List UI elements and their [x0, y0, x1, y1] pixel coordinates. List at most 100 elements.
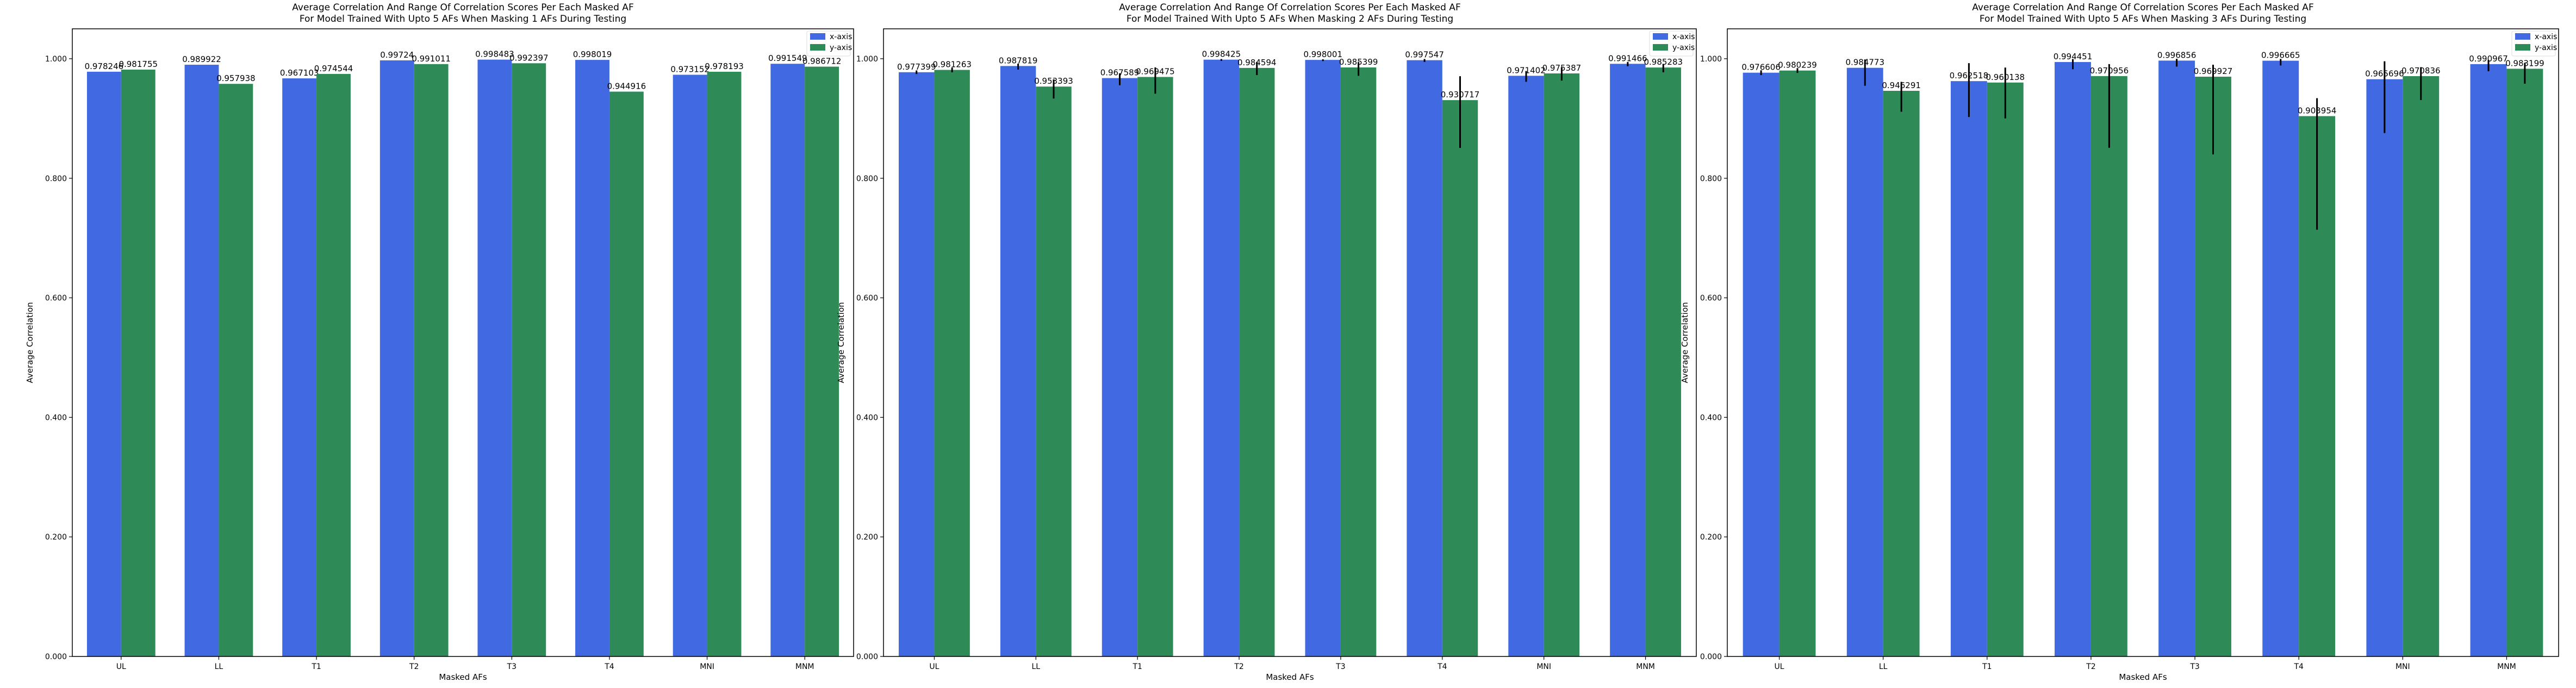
y-tick-label: 0.400 [856, 413, 878, 422]
y-tick-label: 0.400 [45, 413, 67, 422]
data-label-y-axis-MNI: 0.970836 [2401, 66, 2441, 76]
data-label-x-axis-MNI: 0.971402 [1507, 65, 1546, 75]
y-tick-label: 0.800 [1700, 175, 1722, 183]
data-label-y-axis-UL: 0.981263 [932, 60, 972, 70]
series-y-axis: 0.980239 0.946291 0.960138 0.970956 0.969927… [1778, 58, 2544, 657]
legend-label-y-axis: y-axis [1672, 44, 1695, 52]
legend-swatch-x-axis [2515, 33, 2530, 40]
bar-x-axis-T4 [2262, 60, 2299, 657]
chart-title-line1: Average Correlation And Range Of Correla… [1972, 2, 2313, 13]
data-label-y-axis-UL: 0.980239 [1778, 60, 1817, 70]
data-label-x-axis-UL: 0.976606 [1741, 63, 1781, 72]
x-axis-label: Masked AFs [1266, 672, 1314, 682]
y-tick-label: 0.000 [45, 653, 67, 661]
bar-y-axis-T1 [316, 73, 351, 657]
x-tick-label: T3 [507, 662, 517, 671]
legend-label-x-axis: x-axis [830, 33, 852, 41]
legend: x-axis y-axis [1649, 30, 1695, 57]
bar-y-axis-LL [1883, 90, 1920, 657]
data-label-y-axis-T2: 0.970956 [2090, 66, 2129, 76]
data-label-x-axis-T2: 0.998425 [1202, 49, 1241, 59]
y-tick-label: 0.000 [1700, 653, 1722, 661]
bar-y-axis-MNM [1645, 67, 1681, 656]
legend-swatch-x-axis [810, 33, 825, 40]
series-x-axis: 0.976606 0.984773 0.962518 0.994451 0.996856… [1741, 50, 2508, 657]
data-label-y-axis-T4: 0.930717 [1441, 90, 1480, 100]
data-label-x-axis-T2: 0.994451 [2054, 52, 2093, 61]
chart-panel-1: Average Correlation And Range Of Correla… [25, 2, 854, 682]
data-label-y-axis-T2: 0.991011 [412, 54, 451, 64]
x-tick-label: LL [215, 662, 223, 671]
bar-y-axis-T2 [1239, 67, 1275, 657]
x-tick-label: LL [1032, 662, 1041, 671]
bar-y-axis-MNM [2506, 69, 2543, 656]
legend-label-x-axis: x-axis [1672, 33, 1695, 41]
data-label-y-axis-T3: 0.969927 [2194, 66, 2233, 76]
y-tick-label: 1.000 [1700, 55, 1722, 64]
bar-x-axis-MNI [2366, 79, 2403, 657]
bar-x-axis-T1 [1102, 78, 1138, 656]
y-axis-label: Average Correlation [1680, 302, 1690, 383]
data-label-x-axis-T3: 0.998483 [475, 49, 514, 59]
bar-x-axis-UL [899, 72, 935, 656]
legend-swatch-y-axis [2515, 44, 2530, 51]
bar-x-axis-MNM [2470, 64, 2507, 656]
data-label-x-axis-LL: 0.989922 [182, 54, 221, 64]
bar-x-axis-T3 [2158, 60, 2195, 656]
data-label-y-axis-UL: 0.981755 [119, 59, 158, 69]
legend: x-axis y-axis [806, 30, 852, 57]
bar-x-axis-UL [86, 71, 121, 656]
data-label-x-axis-T1: 0.967103 [280, 68, 319, 78]
axes-frame [72, 28, 854, 657]
legend-label-y-axis: y-axis [2535, 44, 2557, 52]
bar-y-axis-T1 [1987, 82, 2024, 657]
data-label-x-axis-LL: 0.984773 [1845, 58, 1884, 67]
data-label-x-axis-T4: 0.998019 [573, 49, 612, 59]
y-tick-label: 0.000 [856, 653, 878, 661]
bar-y-axis-T3 [1340, 67, 1377, 657]
y-tick-label: 0.400 [1700, 413, 1722, 422]
data-label-x-axis-LL: 0.987819 [999, 55, 1038, 65]
x-tick-label: T2 [2086, 662, 2095, 671]
bar-y-axis-T3 [512, 63, 546, 656]
bar-x-axis-T4 [1407, 60, 1442, 657]
y-tick-label: 0.600 [45, 294, 67, 303]
data-label-y-axis-T3: 0.985399 [1339, 57, 1378, 67]
bar-y-axis-UL [121, 70, 155, 656]
x-tick-label: LL [1879, 662, 1888, 671]
data-label-y-axis-LL: 0.946291 [1882, 80, 1921, 90]
x-tick-label: UL [1775, 662, 1784, 671]
data-label-y-axis-T1: 0.974544 [314, 64, 353, 73]
x-tick-label: MNM [1636, 662, 1655, 671]
bar-y-axis-T4 [609, 91, 644, 657]
bar-x-axis-MNI [1508, 76, 1544, 657]
x-tick-label: MNI [2395, 662, 2410, 671]
data-label-y-axis-T1: 0.969475 [1136, 67, 1175, 77]
chart-title-line1: Average Correlation And Range Of Correla… [1119, 2, 1460, 13]
chart-title-line2: For Model Trained With Upto 5 AFs When M… [1980, 14, 2306, 24]
bar-y-axis-T1 [1137, 77, 1173, 656]
bar-x-axis-LL [1846, 67, 1883, 656]
bar-x-axis-UL [1743, 72, 1779, 657]
x-tick-label: T3 [1335, 662, 1345, 671]
legend-swatch-x-axis [1653, 33, 1668, 40]
axes-frame [1727, 28, 2559, 657]
x-axis-label: Masked AFs [2119, 672, 2167, 682]
bar-y-axis-T4 [1442, 100, 1478, 656]
data-label-y-axis-T4: 0.903954 [2298, 106, 2337, 116]
x-tick-label: T1 [1982, 662, 1992, 671]
data-label-x-axis-T1: 0.967589 [1100, 68, 1140, 78]
bar-x-axis-T4 [575, 60, 609, 656]
data-label-y-axis-MNI: 0.978193 [705, 61, 744, 71]
bar-y-axis-MNI [2403, 76, 2440, 656]
bar-y-axis-MNI [1544, 73, 1580, 657]
data-label-y-axis-MNM: 0.986712 [802, 57, 842, 66]
x-tick-label: T3 [2189, 662, 2199, 671]
legend-label-y-axis: y-axis [830, 44, 852, 52]
bar-x-axis-T3 [1305, 60, 1341, 656]
x-tick-label: MNI [1536, 662, 1551, 671]
data-label-x-axis-MNM: 0.991466 [1608, 53, 1647, 63]
series-y-axis: 0.981263 0.953393 0.969475 0.984594 0.985399… [932, 57, 1683, 657]
data-label-y-axis-MNM: 0.983199 [2505, 58, 2544, 68]
